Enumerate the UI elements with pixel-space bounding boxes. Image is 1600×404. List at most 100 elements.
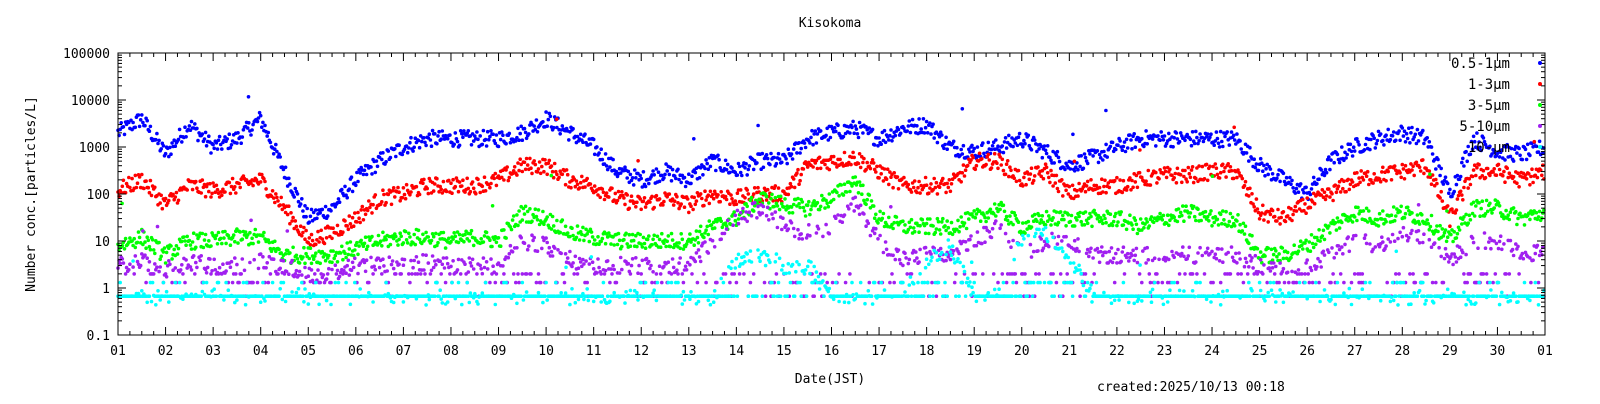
data-point (813, 129, 818, 133)
data-point (1296, 190, 1301, 194)
data-point (815, 200, 820, 205)
data-point (120, 184, 125, 189)
data-point (523, 130, 528, 135)
data-point (622, 237, 626, 242)
data-point (233, 239, 237, 244)
data-point (1327, 224, 1331, 228)
data-point (426, 261, 431, 265)
data-point (1137, 272, 1142, 276)
data-point (1228, 211, 1233, 216)
data-point (912, 229, 917, 234)
data-point (239, 141, 243, 145)
data-point (550, 214, 555, 219)
data-point (163, 151, 168, 156)
data-point (1477, 162, 1481, 167)
data-point (613, 191, 618, 196)
data-point (946, 225, 951, 230)
data-point (401, 263, 406, 268)
data-point (1064, 234, 1068, 239)
data-point (141, 120, 145, 125)
data-point (912, 179, 917, 183)
data-point (1075, 188, 1079, 193)
data-point (1333, 183, 1338, 187)
data-point (842, 182, 847, 186)
data-point (1404, 131, 1409, 136)
data-point (895, 175, 900, 179)
data-point (1022, 175, 1026, 180)
data-point (1294, 209, 1299, 213)
data-point (563, 252, 568, 256)
data-point (1176, 207, 1181, 211)
data-point (937, 228, 942, 232)
data-point (1048, 155, 1052, 160)
data-point (515, 213, 519, 217)
data-point (1264, 167, 1268, 171)
data-point (734, 280, 739, 285)
data-point (817, 207, 822, 212)
data-point (1083, 210, 1088, 214)
data-point (1329, 158, 1333, 162)
data-point (319, 228, 324, 233)
data-point (363, 212, 368, 217)
data-point (1465, 159, 1469, 164)
data-point (294, 224, 299, 229)
data-point (791, 147, 796, 151)
data-point (1040, 214, 1045, 218)
data-point (1198, 245, 1202, 250)
data-point (1220, 221, 1224, 226)
data-point (575, 224, 580, 228)
data-point (240, 237, 245, 241)
data-point (1157, 257, 1161, 262)
data-point (1344, 156, 1348, 160)
data-point (502, 178, 506, 182)
data-point (466, 186, 471, 191)
data-point (853, 195, 858, 200)
data-point (609, 242, 613, 246)
data-point (775, 225, 780, 230)
data-point (1511, 206, 1516, 210)
data-point (448, 272, 452, 276)
data-point (662, 176, 666, 180)
data-point (938, 130, 943, 134)
data-point (1517, 146, 1521, 151)
data-point (812, 294, 816, 299)
data-point (582, 262, 586, 266)
data-point (945, 219, 949, 223)
data-point (403, 196, 408, 201)
data-point (1200, 253, 1205, 258)
data-point (890, 272, 894, 276)
data-point (309, 232, 314, 237)
data-point (253, 227, 258, 232)
data-point (988, 207, 993, 212)
data-point (258, 180, 263, 184)
data-point (542, 222, 546, 226)
data-point (305, 206, 310, 211)
data-point (1224, 209, 1228, 214)
data-point (1151, 220, 1156, 225)
data-point (303, 237, 307, 241)
data-point (661, 203, 665, 207)
data-point (856, 135, 861, 140)
data-point (814, 141, 819, 145)
data-point (1281, 210, 1286, 214)
data-point (784, 157, 788, 161)
data-point (905, 129, 909, 133)
data-point (281, 259, 286, 263)
data-point (440, 129, 445, 133)
data-point (1242, 183, 1247, 188)
data-point (1350, 180, 1355, 184)
data-point (522, 241, 527, 245)
data-point (321, 273, 326, 277)
data-point (429, 268, 434, 273)
data-point (867, 280, 872, 285)
data-point (827, 192, 832, 196)
data-point (1470, 147, 1475, 151)
data-point (697, 176, 702, 180)
data-point (1131, 248, 1135, 253)
data-point (1280, 246, 1285, 250)
data-point (314, 208, 318, 212)
data-point (479, 267, 484, 271)
data-point (1123, 149, 1128, 154)
data-point (210, 191, 214, 196)
data-point (327, 266, 331, 271)
